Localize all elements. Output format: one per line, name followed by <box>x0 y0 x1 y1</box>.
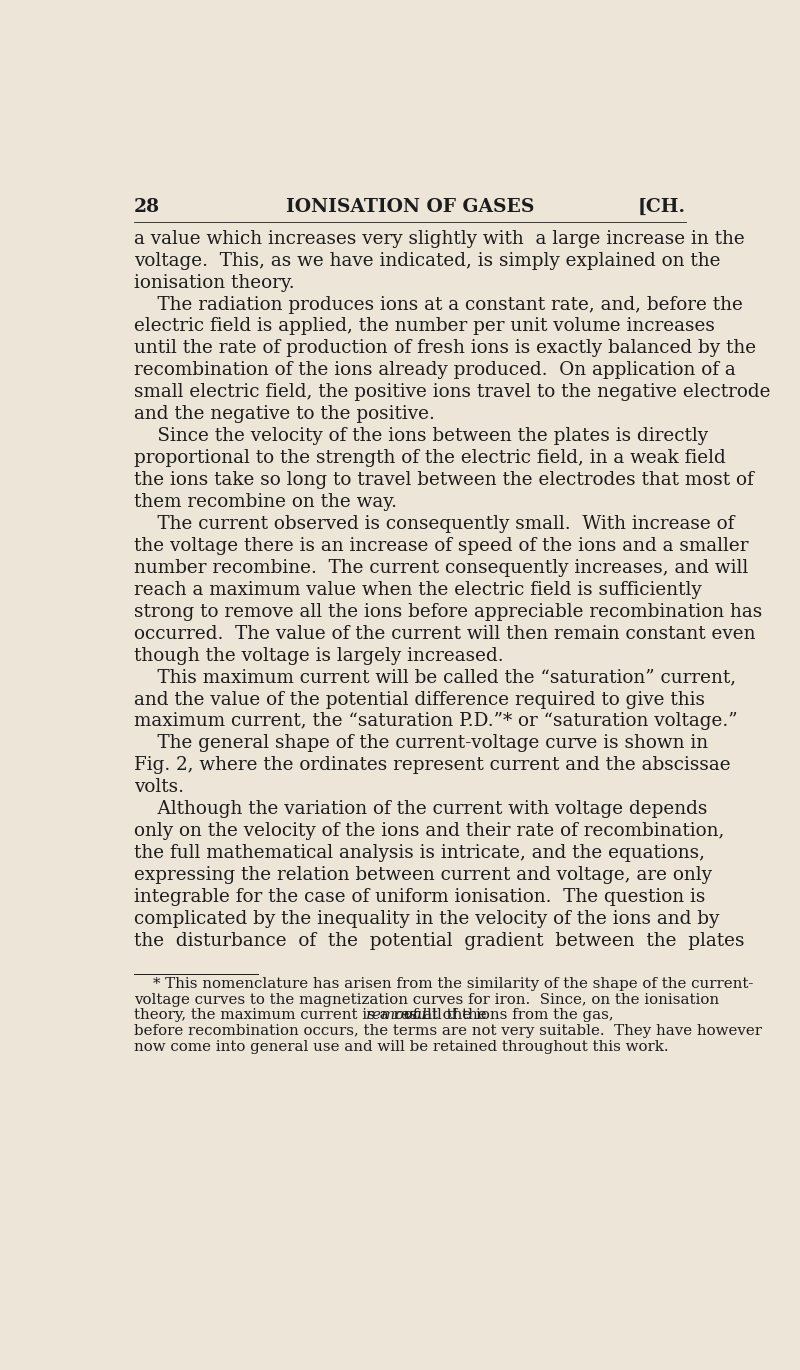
Text: voltage.  This, as we have indicated, is simply explained on the: voltage. This, as we have indicated, is … <box>134 252 721 270</box>
Text: voltage curves to the magnetization curves for iron.  Since, on the ionisation: voltage curves to the magnetization curv… <box>134 993 719 1007</box>
Text: and the value of the potential difference required to give this: and the value of the potential differenc… <box>134 690 705 708</box>
Text: now come into general use and will be retained throughout this work.: now come into general use and will be re… <box>134 1040 669 1054</box>
Text: Since the velocity of the ions between the plates is directly: Since the velocity of the ions between t… <box>134 427 708 445</box>
Text: strong to remove all the ions before appreciable recombination has: strong to remove all the ions before app… <box>134 603 762 621</box>
Text: only on the velocity of the ions and their rate of recombination,: only on the velocity of the ions and the… <box>134 822 725 840</box>
Text: expressing the relation between current and voltage, are only: expressing the relation between current … <box>134 866 712 884</box>
Text: This maximum current will be called the “saturation” current,: This maximum current will be called the … <box>134 669 736 686</box>
Text: The radiation produces ions at a constant rate, and, before the: The radiation produces ions at a constan… <box>134 296 743 314</box>
Text: them recombine on the way.: them recombine on the way. <box>134 493 397 511</box>
Text: IONISATION OF GASES: IONISATION OF GASES <box>286 199 534 216</box>
Text: the voltage there is an increase of speed of the ions and a smaller: the voltage there is an increase of spee… <box>134 537 749 555</box>
Text: small electric field, the positive ions travel to the negative electrode: small electric field, the positive ions … <box>134 384 770 401</box>
Text: Fig. 2, where the ordinates represent current and the abscissae: Fig. 2, where the ordinates represent cu… <box>134 756 730 774</box>
Text: theory, the maximum current is a result of the: theory, the maximum current is a result … <box>134 1008 491 1022</box>
Text: removal: removal <box>366 1008 428 1022</box>
Text: occurred.  The value of the current will then remain constant even: occurred. The value of the current will … <box>134 625 755 643</box>
Text: complicated by the inequality in the velocity of the ions and by: complicated by the inequality in the vel… <box>134 910 719 927</box>
Text: the ions take so long to travel between the electrodes that most of: the ions take so long to travel between … <box>134 471 754 489</box>
Text: The general shape of the current-voltage curve is shown in: The general shape of the current-voltage… <box>134 734 708 752</box>
Text: electric field is applied, the number per unit volume increases: electric field is applied, the number pe… <box>134 318 715 336</box>
Text: recombination of the ions already produced.  On application of a: recombination of the ions already produc… <box>134 362 736 379</box>
Text: Although the variation of the current with voltage depends: Although the variation of the current wi… <box>134 800 707 818</box>
Text: before recombination occurs, the terms are not very suitable.  They have however: before recombination occurs, the terms a… <box>134 1025 762 1038</box>
Text: number recombine.  The current consequently increases, and will: number recombine. The current consequent… <box>134 559 748 577</box>
Text: the  disturbance  of  the  potential  gradient  between  the  plates: the disturbance of the potential gradien… <box>134 932 745 949</box>
Text: until the rate of production of fresh ions is exactly balanced by the: until the rate of production of fresh io… <box>134 340 756 358</box>
Text: volts.: volts. <box>134 778 184 796</box>
Text: reach a maximum value when the electric field is sufficiently: reach a maximum value when the electric … <box>134 581 702 599</box>
Text: a value which increases very slightly with  a large increase in the: a value which increases very slightly wi… <box>134 230 745 248</box>
Text: The current observed is consequently small.  With increase of: The current observed is consequently sma… <box>134 515 734 533</box>
Text: though the voltage is largely increased.: though the voltage is largely increased. <box>134 647 504 664</box>
Text: maximum current, the “saturation P.D.”* or “saturation voltage.”: maximum current, the “saturation P.D.”* … <box>134 712 738 730</box>
Text: proportional to the strength of the electric field, in a weak field: proportional to the strength of the elec… <box>134 449 726 467</box>
Text: and the negative to the positive.: and the negative to the positive. <box>134 406 435 423</box>
Text: 28: 28 <box>134 199 160 216</box>
Text: integrable for the case of uniform ionisation.  The question is: integrable for the case of uniform ionis… <box>134 888 706 906</box>
Text: of all the ions from the gas,: of all the ions from the gas, <box>399 1008 614 1022</box>
Text: the full mathematical analysis is intricate, and the equations,: the full mathematical analysis is intric… <box>134 844 705 862</box>
Text: ionisation theory.: ionisation theory. <box>134 274 294 292</box>
Text: * This nomenclature has arisen from the similarity of the shape of the current-: * This nomenclature has arisen from the … <box>134 977 754 991</box>
Text: [CH.: [CH. <box>638 199 686 216</box>
